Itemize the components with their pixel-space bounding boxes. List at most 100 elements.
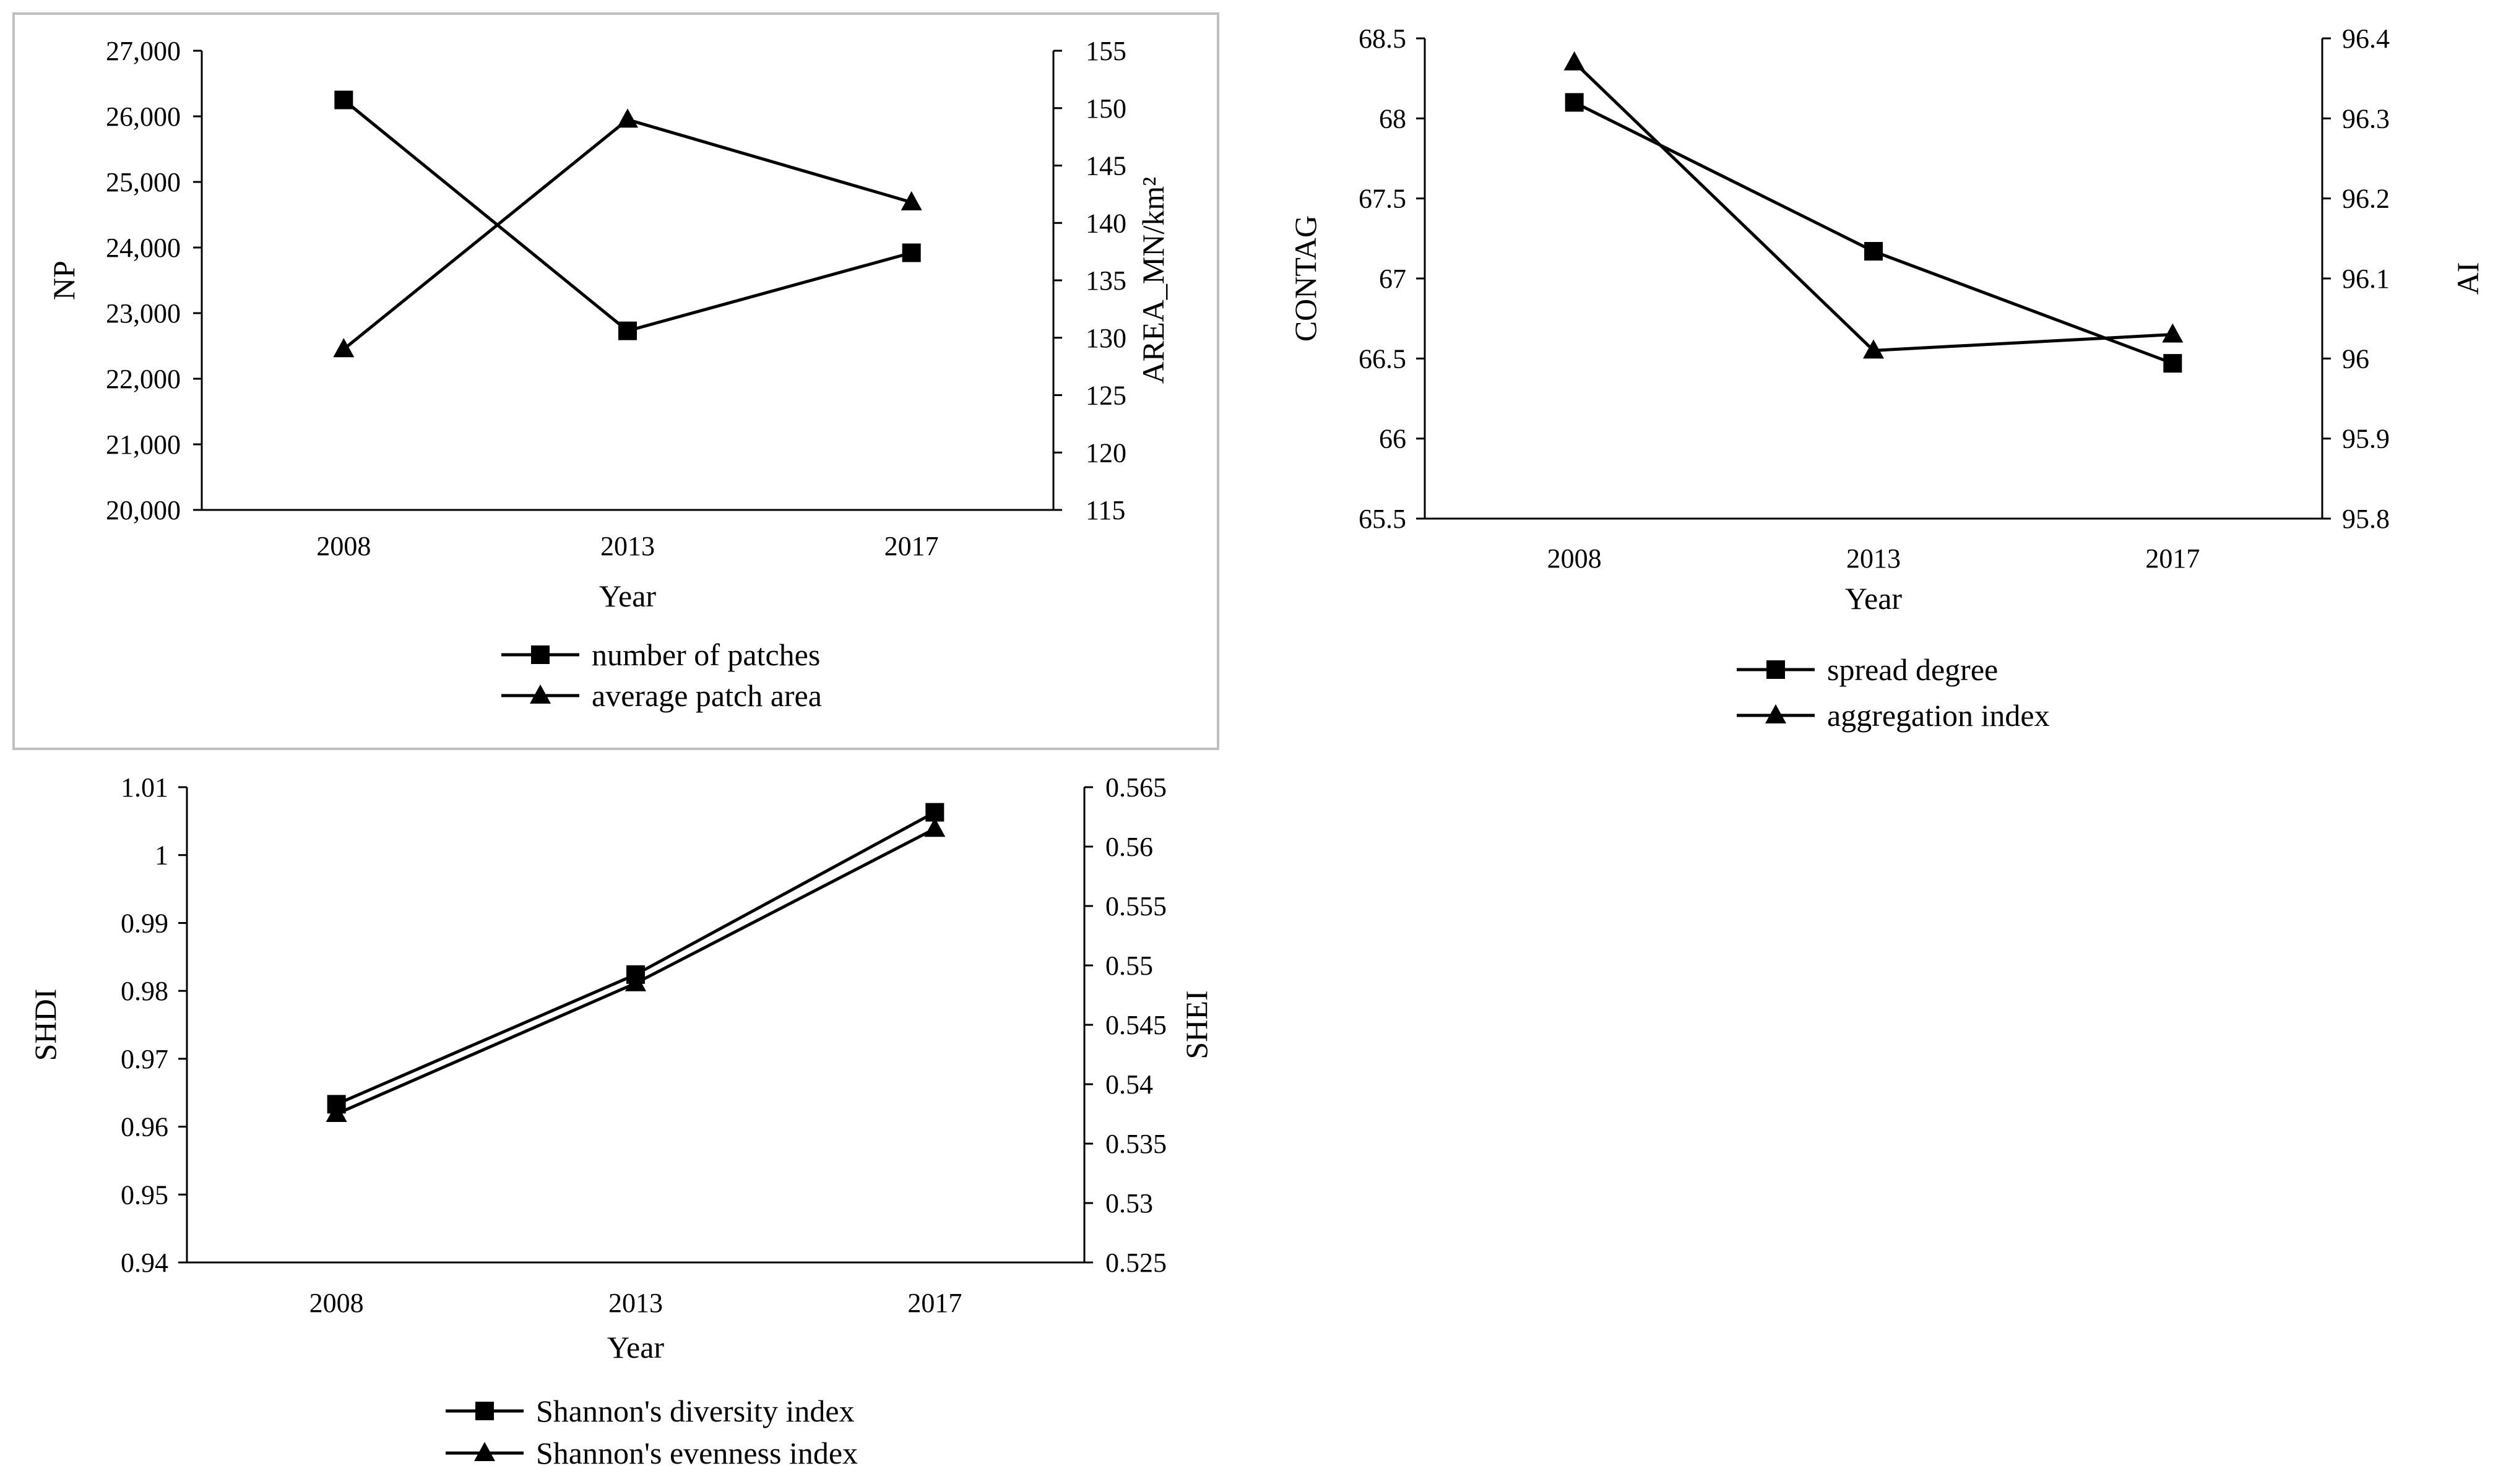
right-axis-title: AI [2450, 262, 2485, 295]
left-tick-label: 0.96 [121, 1112, 168, 1142]
chart-contag-ai: 65.5 66 66.5 67 67.5 68 68.5 95.8 95.9 96 96.1 96.2… [1288, 24, 2485, 733]
data-point-triangle [333, 338, 355, 358]
data-point-triangle [2162, 323, 2184, 343]
right-tick-label: 145 [1086, 151, 1126, 181]
right-tick-label: 0.555 [1105, 891, 1167, 921]
data-point-square [902, 243, 921, 262]
legend-square-icon [531, 645, 550, 664]
series-line-1 [342, 118, 912, 351]
series-line-1 [1573, 61, 2173, 352]
legend-label: aggregation index [1827, 698, 2050, 733]
x-axis-title: Year [1845, 581, 1902, 616]
left-tick-label: 0.95 [121, 1180, 168, 1210]
left-tick-label: 23,000 [106, 298, 181, 329]
legend-label: Shannon's evenness index [536, 1436, 858, 1470]
left-tick-label: 27,000 [106, 36, 181, 66]
right-tick-label: 96.3 [2342, 103, 2390, 134]
right-tick-label: 0.525 [1105, 1248, 1167, 1278]
data-point-square [2163, 354, 2182, 373]
left-tick-label: 24,000 [106, 233, 181, 263]
x-tick-label: 2013 [608, 1288, 663, 1318]
left-tick-label: 25,000 [106, 167, 181, 197]
legend-triangle-icon [530, 684, 551, 704]
left-axis-title: SHDI [28, 989, 63, 1061]
data-point-triangle [625, 972, 646, 991]
data-point-triangle [1563, 51, 1585, 71]
data-point-square [618, 321, 637, 340]
right-tick-label: 150 [1086, 93, 1126, 124]
x-tick-label: 2013 [600, 531, 655, 561]
right-tick-label: 95.8 [2342, 504, 2390, 534]
left-tick-label: 22,000 [106, 364, 181, 394]
legend-triangle-icon [474, 1442, 495, 1461]
right-tick-label: 0.56 [1105, 832, 1153, 862]
legend-label: average patch area [592, 678, 822, 713]
right-tick-label: 0.535 [1105, 1129, 1167, 1159]
left-tick-label: 0.98 [121, 976, 168, 1006]
chart-np-area: 20,000 21,000 22,000 23,000 24,000 25,000 26,0… [12, 12, 1219, 750]
right-tick-label: 0.565 [1105, 772, 1167, 803]
legend-label: Shannon's diversity index [536, 1394, 855, 1428]
right-tick-label: 115 [1086, 495, 1125, 525]
left-tick-label: 0.97 [121, 1044, 168, 1074]
x-axis-title: Year [599, 579, 656, 613]
data-point-square [1565, 93, 1584, 112]
legend-label: spread degree [1827, 652, 1998, 687]
left-tick-label: 1 [155, 840, 168, 871]
data-point-triangle [617, 108, 638, 128]
x-tick-label: 2013 [1846, 543, 1901, 574]
left-tick-label: 20,000 [106, 495, 181, 525]
x-tick-label: 2008 [1547, 543, 1602, 574]
x-tick-label: 2008 [309, 1288, 364, 1318]
left-tick-label: 65.5 [1359, 504, 1406, 534]
data-point-triangle [326, 1103, 347, 1122]
x-tick-label: 2017 [2145, 543, 2200, 574]
right-axis-title: SHEI [1179, 990, 1214, 1059]
x-tick-label: 2008 [316, 531, 371, 561]
right-tick-label: 95.9 [2342, 424, 2390, 454]
data-point-triangle [924, 817, 946, 837]
series-line-0 [335, 811, 936, 1106]
chart-shdi-shei: 0.94 0.95 0.96 0.97 0.98 0.99 1 1.01 0.525 0.53 0.… [28, 772, 1214, 1470]
series-line-0 [342, 98, 912, 333]
right-tick-label: 0.54 [1105, 1069, 1153, 1100]
left-tick-label: 67.5 [1359, 184, 1406, 214]
left-tick-label: 0.94 [121, 1248, 168, 1278]
left-tick-label: 67 [1379, 264, 1406, 294]
right-tick-label: 155 [1086, 36, 1126, 66]
left-tick-label: 1.01 [121, 772, 168, 803]
data-point-square [1864, 242, 1883, 261]
right-tick-label: 96.1 [2342, 264, 2390, 294]
x-axis-title: Year [607, 1330, 664, 1365]
x-tick-label: 2017 [884, 531, 939, 561]
right-tick-label: 96.2 [2342, 184, 2390, 214]
left-tick-label: 68 [1379, 103, 1406, 134]
right-tick-label: 140 [1086, 208, 1126, 238]
right-tick-label: 96 [2342, 343, 2369, 374]
left-tick-label: 66.5 [1359, 343, 1406, 374]
right-tick-label: 125 [1086, 381, 1126, 411]
right-tick-label: 135 [1086, 265, 1126, 296]
left-axis-title: NP [46, 261, 81, 300]
left-tick-label: 26,000 [106, 101, 181, 132]
legend-square-icon [1766, 660, 1785, 679]
right-tick-label: 130 [1086, 323, 1126, 353]
series-line-0 [1573, 101, 2174, 365]
data-point-triangle [901, 191, 922, 210]
data-point-triangle [1863, 339, 1884, 359]
chart-border [12, 12, 1219, 750]
right-tick-label: 120 [1086, 438, 1126, 468]
right-axis-title: AREA_MN/km² [1136, 177, 1170, 384]
left-axis-title: CONTAG [1288, 215, 1323, 342]
left-tick-label: 21,000 [106, 429, 181, 460]
right-tick-label: 0.545 [1105, 1010, 1167, 1040]
right-tick-label: 96.4 [2342, 24, 2390, 54]
legend-label: number of patches [592, 637, 820, 672]
legend-square-icon [475, 1402, 494, 1420]
data-point-square [334, 90, 353, 110]
left-tick-label: 0.99 [121, 908, 168, 938]
legend-triangle-icon [1765, 704, 1786, 723]
x-tick-label: 2017 [907, 1288, 962, 1318]
right-tick-label: 0.55 [1105, 951, 1153, 981]
